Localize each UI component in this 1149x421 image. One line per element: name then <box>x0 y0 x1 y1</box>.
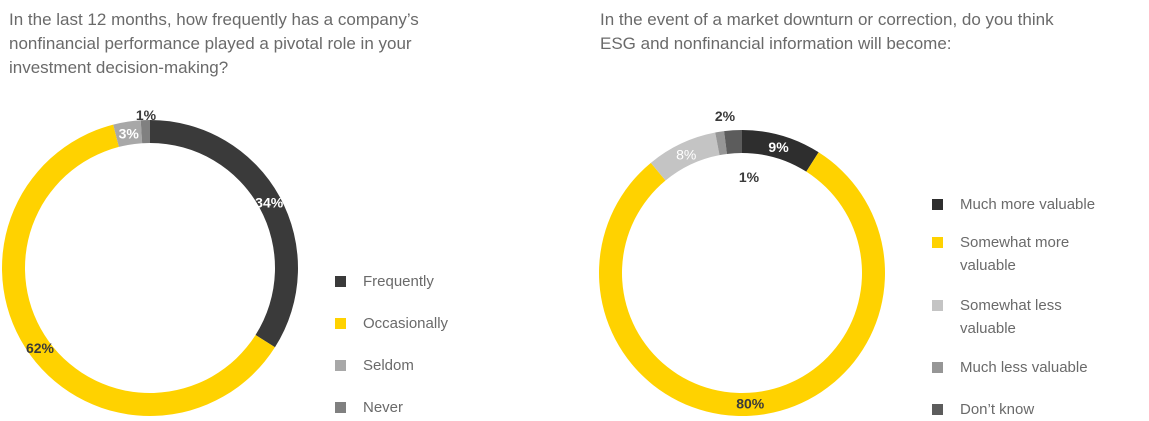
legend-swatch <box>932 300 943 311</box>
legend-swatch <box>335 276 346 287</box>
legend-label: Frequently <box>363 273 434 290</box>
chart-panel-left: In the last 12 months, how frequently ha… <box>0 0 570 419</box>
legend-label: Seldom <box>363 357 414 374</box>
legend-label: Somewhat more valuable <box>960 234 1070 274</box>
legend-label: Much more valuable <box>960 196 1096 213</box>
donut-slice-don-t-know <box>724 130 742 154</box>
donut-slice-much-less-valuable <box>715 131 727 156</box>
donut-chart: 9% 80% 8% 1% 2% <box>599 108 885 416</box>
donut-slice-somewhat-more-valuable <box>599 152 885 416</box>
legend-label: Don’t know <box>960 401 1035 418</box>
legend-swatch <box>932 237 943 248</box>
data-label-occasionally: 62% <box>26 340 55 356</box>
chart-panel-right: In the event of a market downturn or cor… <box>570 0 1149 419</box>
data-label-somewhat-less-valuable: 8% <box>676 146 696 162</box>
chart-legend: Frequently Occasionally Seldom Never <box>335 0 565 419</box>
legend-label: Occasionally <box>363 315 449 332</box>
legend-swatch <box>932 362 943 373</box>
chart-question: In the last 12 months, how frequently ha… <box>9 10 419 77</box>
data-label-never: 1% <box>136 107 157 123</box>
legend-label: Much less valuable <box>960 359 1088 376</box>
data-label-somewhat-more-valuable: 80% <box>736 396 765 412</box>
legend-swatch <box>335 318 346 329</box>
donut-slice-never <box>140 120 150 144</box>
legend-swatch <box>932 404 943 415</box>
donut-chart: 34% 62% 3% 1% <box>2 107 298 416</box>
legend-label: Never <box>363 399 404 416</box>
legend-swatch <box>335 360 346 371</box>
donut-slice-much-more-valuable <box>742 130 819 172</box>
legend-swatch <box>335 402 346 413</box>
data-label-much-less-valuable: 1% <box>739 169 760 185</box>
donut-slice-somewhat-less-valuable <box>650 132 720 181</box>
data-label-much-more-valuable: 9% <box>768 139 789 155</box>
donut-slice-seldom <box>113 120 143 147</box>
legend-swatch <box>932 199 943 210</box>
chart-legend: Much more valuable Somewhat more valuable… <box>932 0 1147 419</box>
data-label-frequently: 34% <box>255 194 284 210</box>
chart-question: In the event of a market downturn or cor… <box>600 10 1054 53</box>
legend-label: Somewhat less valuable <box>960 297 1062 337</box>
donut-slice-frequently <box>150 120 298 348</box>
data-label-seldom: 3% <box>119 126 140 142</box>
data-label-don-t-know: 2% <box>715 108 736 124</box>
